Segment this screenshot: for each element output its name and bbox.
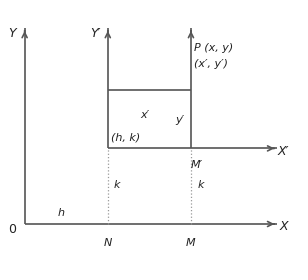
- Text: Y′: Y′: [90, 27, 101, 40]
- Text: k: k: [197, 180, 204, 190]
- Text: k: k: [114, 180, 120, 190]
- Text: (h, k): (h, k): [111, 133, 140, 143]
- Text: x′: x′: [140, 110, 149, 120]
- Text: y′: y′: [176, 115, 185, 125]
- Text: X′: X′: [278, 145, 289, 158]
- Text: 0: 0: [8, 223, 16, 236]
- Text: M′: M′: [191, 160, 203, 170]
- Text: (x′, y′): (x′, y′): [194, 59, 228, 69]
- Text: P (x, y): P (x, y): [194, 43, 233, 53]
- Text: M: M: [186, 238, 196, 248]
- Text: X: X: [279, 220, 288, 233]
- Text: Y: Y: [9, 27, 16, 40]
- Text: N: N: [103, 238, 112, 248]
- Text: h: h: [58, 208, 65, 218]
